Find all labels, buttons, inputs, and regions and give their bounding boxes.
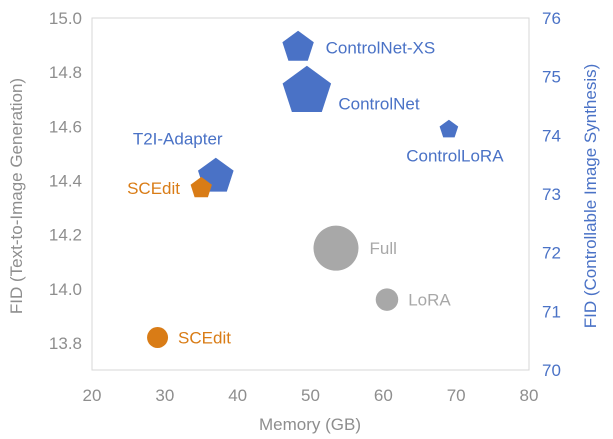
y-left-tick-label: 14.8 — [49, 63, 82, 82]
data-marks — [147, 30, 459, 349]
y-right-tick-label: 71 — [542, 302, 561, 321]
x-tick-label: 20 — [83, 386, 102, 405]
y-right-tick-label: 70 — [542, 361, 561, 380]
point-label: ControlNet — [338, 94, 420, 113]
y-right-tick-label: 75 — [542, 68, 561, 87]
y-axis-right-ticks: 70 71 72 73 74 75 76 — [542, 9, 561, 380]
point-controlnet-marker — [282, 65, 332, 112]
point-label: ControlLoRA — [406, 146, 504, 165]
point-controlnet-xs-marker — [282, 30, 314, 61]
y-left-tick-label: 14.6 — [49, 117, 82, 136]
point-label: SCEdit — [127, 179, 180, 198]
point-lora-marker — [375, 288, 399, 311]
plot-area — [91, 17, 530, 371]
point-label: ControlNet-XS — [326, 38, 436, 57]
y-right-tick-label: 73 — [542, 185, 561, 204]
y-left-tick-label: 13.8 — [49, 334, 82, 353]
x-tick-label: 60 — [374, 386, 393, 405]
x-axis-ticks: 20 30 40 50 60 70 80 — [83, 386, 539, 405]
point-scedit-marker — [190, 176, 212, 198]
point-label: T2I-Adapter — [133, 129, 223, 148]
point-full-marker — [313, 225, 359, 271]
point-label: SCEdit — [178, 329, 231, 348]
point-label: LoRA — [408, 291, 451, 310]
y-left-tick-label: 14.2 — [49, 226, 82, 245]
y-left-tick-label: 14.0 — [49, 280, 82, 299]
point-scedit-marker — [147, 327, 169, 349]
x-tick-label: 40 — [228, 386, 247, 405]
y-left-tick-label: 14.4 — [49, 171, 82, 190]
y-left-tick-label: 15.0 — [49, 9, 82, 28]
y-right-tick-label: 72 — [542, 244, 561, 263]
x-tick-label: 70 — [447, 386, 466, 405]
y-axis-left-ticks: 13.8 14.0 14.2 14.4 14.6 14.8 15.0 — [49, 9, 82, 353]
x-tick-label: 30 — [155, 386, 174, 405]
point-label: Full — [369, 239, 396, 258]
x-axis-title: Memory (GB) — [259, 415, 361, 434]
y-axis-right-title: FID (Controllable Image Synthesis) — [581, 64, 600, 329]
x-tick-label: 80 — [520, 386, 539, 405]
x-tick-label: 50 — [301, 386, 320, 405]
y-right-tick-label: 74 — [542, 126, 561, 145]
y-axis-left-title: FID (Text-to-Image Generation) — [7, 78, 26, 314]
point-controllora-marker — [439, 119, 459, 138]
y-right-tick-label: 76 — [542, 9, 561, 28]
point-labels: Full LoRA SCEdit ControlNet-XS ControlNet Con… — [127, 38, 504, 347]
